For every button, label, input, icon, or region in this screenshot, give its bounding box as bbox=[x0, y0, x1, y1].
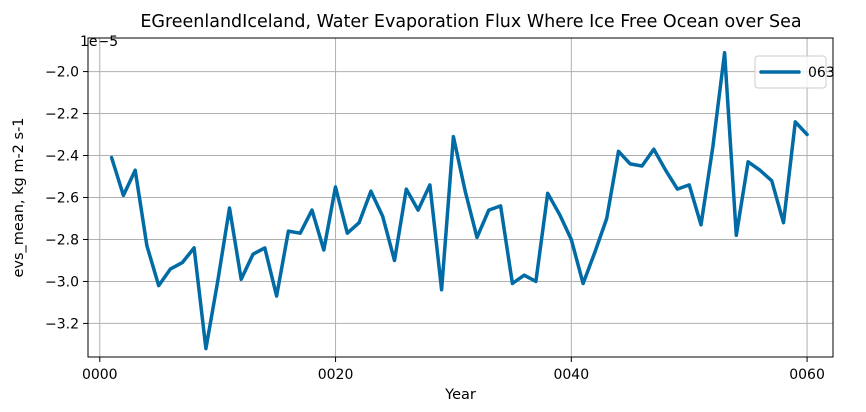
y-tick-label: −2.4 bbox=[45, 149, 79, 165]
y-tick-label: −2.2 bbox=[45, 107, 79, 123]
chart-title: EGreenlandIceland, Water Evaporation Flu… bbox=[140, 12, 801, 32]
axis-ticks: 0000 0020 0040 0060 −3.2 −3.0 −2.8 −2.6 −2.4 −2.2… bbox=[45, 65, 825, 383]
legend-label: 063 bbox=[808, 65, 835, 81]
y-tick-label: −2.8 bbox=[45, 232, 79, 248]
x-tick-label: 0040 bbox=[553, 367, 589, 383]
grid bbox=[88, 38, 833, 357]
y-tick-label: −3.0 bbox=[45, 274, 79, 290]
y-tick-label: −3.2 bbox=[45, 316, 79, 332]
x-tick-label: 0000 bbox=[82, 367, 118, 383]
series-layer bbox=[109, 50, 809, 351]
x-axis-label: Year bbox=[444, 387, 476, 403]
legend: 063 bbox=[754, 55, 835, 89]
y-tick-label: −2.6 bbox=[45, 191, 79, 207]
y-tick-label: −2.0 bbox=[45, 65, 79, 81]
x-tick-label: 0020 bbox=[318, 367, 354, 383]
y-axis-label: evs_mean, kg m-2 s-1 bbox=[11, 117, 27, 277]
y-offset-label: 1e−5 bbox=[80, 34, 118, 50]
series-line-063 bbox=[109, 50, 809, 351]
x-tick-label: 0060 bbox=[789, 367, 825, 383]
plot-frame bbox=[87, 37, 834, 358]
